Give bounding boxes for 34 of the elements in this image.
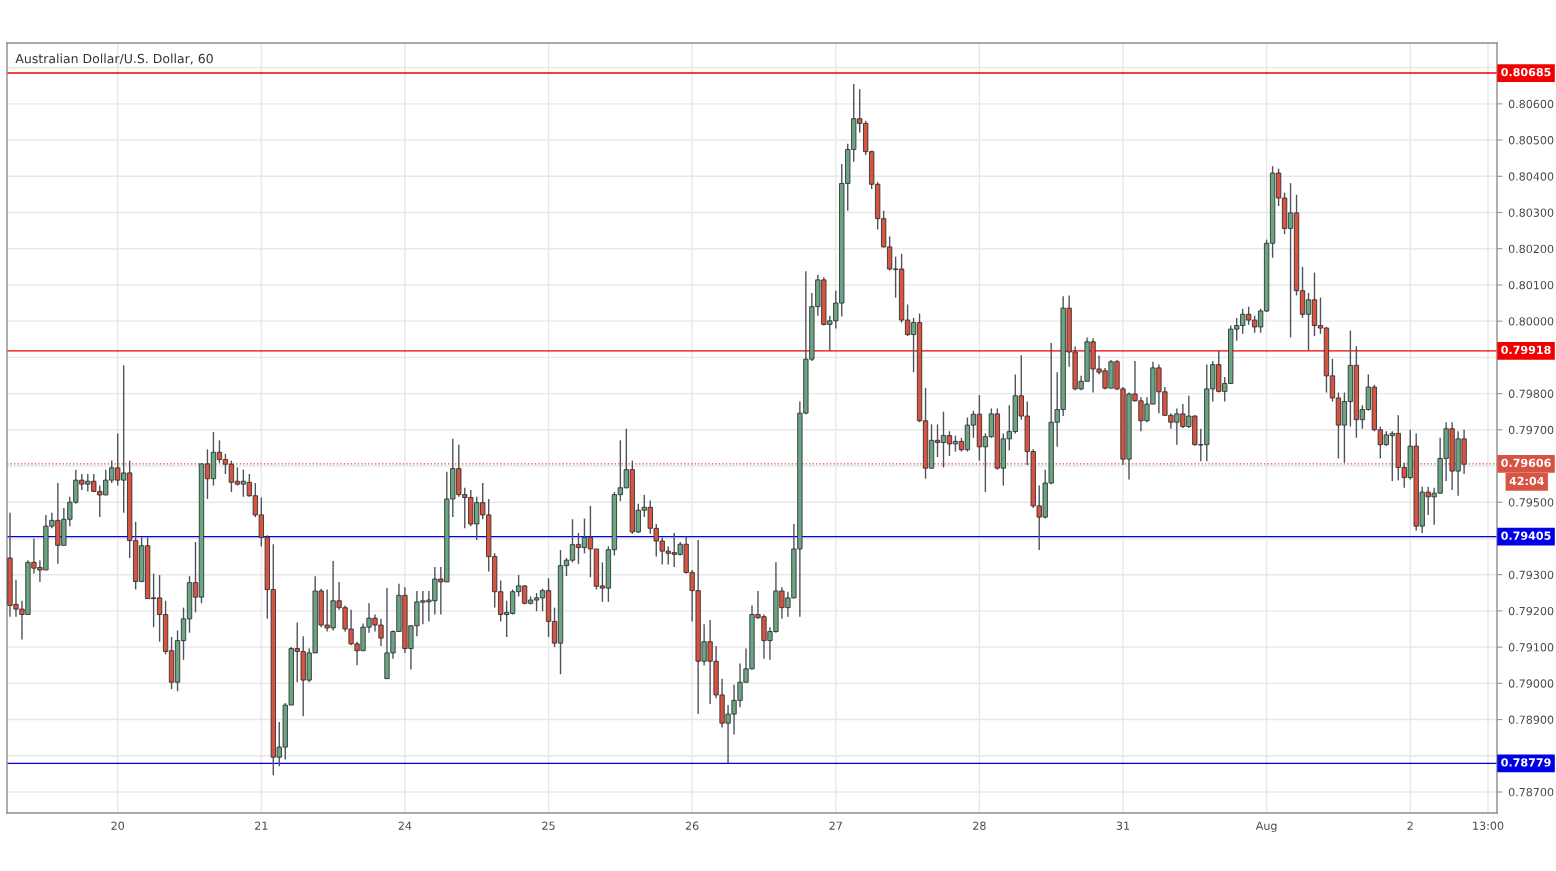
x-tick-label: 31 bbox=[1116, 821, 1130, 830]
y-tick-label: 0.80200 bbox=[1508, 244, 1554, 254]
text: Australian Dollar/U.S. Dollar, 60 bbox=[15, 53, 213, 65]
x-tick-label: 27 bbox=[829, 821, 842, 830]
y-tick-label: 0.80600 bbox=[1508, 99, 1554, 109]
x-tick-label: 28 bbox=[973, 821, 986, 830]
x-tick-label: 26 bbox=[685, 821, 699, 830]
x-tick-label: 20 bbox=[111, 821, 125, 830]
ref-line-label: 0.80685 bbox=[1501, 67, 1551, 77]
ref-line-label: 0.79405 bbox=[1501, 531, 1551, 540]
x-tick-label: Aug bbox=[1255, 821, 1277, 833]
y-tick-label: 0.79200 bbox=[1508, 606, 1554, 616]
ref-line-label: 0.79606 bbox=[1501, 458, 1551, 468]
x-tick-label: 21 bbox=[255, 821, 268, 830]
y-tick-label: 0.79800 bbox=[1508, 389, 1554, 398]
y-tick-label: 0.78900 bbox=[1508, 715, 1554, 724]
y-tick-label: 0.79700 bbox=[1508, 425, 1554, 435]
y-tick-label: 0.78700 bbox=[1508, 787, 1554, 797]
x-tick-label: 2 bbox=[1407, 821, 1413, 830]
x-tick-label: 24 bbox=[398, 821, 412, 830]
ref-line-label: 0.79918 bbox=[1501, 345, 1551, 355]
y-tick-label: 0.79100 bbox=[1508, 643, 1554, 652]
y-tick-label: 0.79000 bbox=[1508, 679, 1554, 688]
y-tick-label: 0.79500 bbox=[1508, 498, 1554, 507]
ref-line-label: 0.78779 bbox=[1501, 758, 1551, 767]
y-tick-label: 0.80300 bbox=[1508, 208, 1554, 217]
x-tick-label: 13:00 bbox=[1473, 821, 1504, 830]
y-tick-label: 0.80500 bbox=[1508, 136, 1554, 145]
x-tick-label: 25 bbox=[542, 821, 555, 830]
y-tick-label: 0.80100 bbox=[1508, 280, 1554, 290]
y-tick-label: 0.80400 bbox=[1508, 172, 1554, 181]
y-tick-label: 0.79300 bbox=[1508, 570, 1554, 580]
text: 42:04 bbox=[1509, 476, 1544, 486]
y-tick-label: 0.80000 bbox=[1508, 317, 1554, 326]
